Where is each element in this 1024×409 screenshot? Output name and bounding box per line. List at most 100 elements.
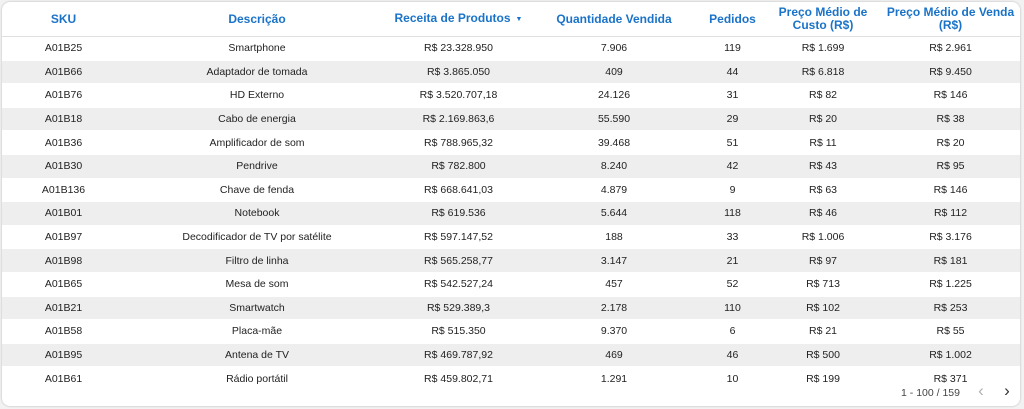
column-header-preco-venda[interactable]: Preço Médio de Venda (R$)	[881, 2, 1020, 37]
cell-descricao: Chave de fenda	[125, 178, 389, 203]
cell-sku: A01B21	[2, 296, 125, 321]
cell-quantidade: 469	[528, 343, 700, 368]
table-row[interactable]: A01B36 Amplificador de som R$ 788.965,32 39…	[2, 130, 1020, 155]
cell-pedidos: 10	[700, 366, 765, 391]
cell-pedidos: 9	[700, 178, 765, 203]
table-row[interactable]: A01B65 Mesa de som R$ 542.527,24 457 52 R$ 71…	[2, 272, 1020, 297]
cell-sku: A01B97	[2, 225, 125, 250]
cell-pedidos: 52	[700, 272, 765, 297]
column-header-pedidos[interactable]: Pedidos	[700, 2, 765, 37]
table-row[interactable]: A01B97 Decodificador de TV por satélite R$…	[2, 225, 1020, 250]
table-row[interactable]: A01B58 Placa-mãe R$ 515.350 9.370 6 R$ 21 R$ 5…	[2, 319, 1020, 344]
cell-quantidade: 9.370	[528, 319, 700, 344]
cell-descricao: Amplificador de som	[125, 130, 389, 155]
cell-receita: R$ 469.787,92	[389, 343, 528, 368]
cell-pedidos: 110	[700, 296, 765, 321]
cell-sku: A01B61	[2, 366, 125, 391]
cell-pedidos: 29	[700, 107, 765, 132]
pagination-range: 1 - 100 / 159	[901, 387, 960, 399]
column-header-descricao[interactable]: Descrição	[125, 2, 389, 37]
cell-sku: A01B25	[2, 36, 125, 61]
cell-descricao: Smartphone	[125, 36, 389, 61]
cell-receita: R$ 782.800	[389, 154, 528, 179]
cell-preco-custo: R$ 199	[765, 366, 881, 391]
cell-preco-venda: R$ 371	[881, 366, 1020, 391]
column-header-sku[interactable]: SKU	[2, 2, 125, 37]
cell-sku: A01B01	[2, 201, 125, 226]
cell-preco-custo: R$ 713	[765, 272, 881, 297]
cell-quantidade: 409	[528, 60, 700, 85]
column-header-quantidade[interactable]: Quantidade Vendida	[528, 2, 700, 37]
table-row[interactable]: A01B95 Antena de TV R$ 469.787,92 469 46 R$ 5…	[2, 343, 1020, 368]
cell-quantidade: 5.644	[528, 201, 700, 226]
cell-preco-venda: R$ 1.225	[881, 272, 1020, 297]
cell-sku: A01B98	[2, 248, 125, 273]
cell-sku: A01B30	[2, 154, 125, 179]
products-table: SKU Descrição Receita de Produtos ▼ Quant…	[2, 2, 1020, 391]
cell-receita: R$ 619.536	[389, 201, 528, 226]
table-row[interactable]: A01B18 Cabo de energia R$ 2.169.863,6 55.59…	[2, 107, 1020, 132]
chevron-right-icon[interactable]: ›	[1004, 381, 1010, 400]
cell-sku: A01B66	[2, 60, 125, 85]
cell-descricao: Placa-mãe	[125, 319, 389, 344]
cell-pedidos: 44	[700, 60, 765, 85]
cell-preco-venda: R$ 2.961	[881, 36, 1020, 61]
cell-pedidos: 118	[700, 201, 765, 226]
cell-receita: R$ 565.258,77	[389, 248, 528, 273]
cell-receita: R$ 459.802,71	[389, 366, 528, 391]
cell-preco-venda: R$ 95	[881, 154, 1020, 179]
cell-descricao: HD Externo	[125, 83, 389, 108]
cell-sku: A01B36	[2, 130, 125, 155]
cell-quantidade: 2.178	[528, 296, 700, 321]
cell-preco-venda: R$ 146	[881, 178, 1020, 203]
chevron-left-icon[interactable]: ‹	[978, 381, 984, 400]
cell-receita: R$ 23.328.950	[389, 36, 528, 61]
cell-pedidos: 119	[700, 36, 765, 61]
table-row[interactable]: A01B98 Filtro de linha R$ 565.258,77 3.147 2…	[2, 248, 1020, 273]
cell-quantidade: 457	[528, 272, 700, 297]
cell-preco-custo: R$ 1.006	[765, 225, 881, 250]
cell-preco-venda: R$ 253	[881, 296, 1020, 321]
cell-sku: A01B18	[2, 107, 125, 132]
table-body: A01B25 Smartphone R$ 23.328.950 7.906 119 R$ …	[2, 36, 1020, 391]
cell-quantidade: 4.879	[528, 178, 700, 203]
cell-pedidos: 46	[700, 343, 765, 368]
cell-preco-venda: R$ 9.450	[881, 60, 1020, 85]
cell-preco-venda: R$ 20	[881, 130, 1020, 155]
table-row[interactable]: A01B01 Notebook R$ 619.536 5.644 118 R$ 46 R$ …	[2, 201, 1020, 226]
sort-down-icon[interactable]: ▼	[515, 15, 523, 23]
cell-preco-venda: R$ 3.176	[881, 225, 1020, 250]
cell-preco-venda: R$ 55	[881, 319, 1020, 344]
cell-preco-venda: R$ 146	[881, 83, 1020, 108]
cell-pedidos: 42	[700, 154, 765, 179]
cell-descricao: Cabo de energia	[125, 107, 389, 132]
column-header-receita[interactable]: Receita de Produtos ▼	[389, 2, 528, 37]
table-row[interactable]: A01B66 Adaptador de tomada R$ 3.865.050 409…	[2, 60, 1020, 85]
cell-sku: A01B65	[2, 272, 125, 297]
cell-sku: A01B136	[2, 178, 125, 203]
cell-quantidade: 188	[528, 225, 700, 250]
cell-pedidos: 51	[700, 130, 765, 155]
table-row[interactable]: A01B30 Pendrive R$ 782.800 8.240 42 R$ 43 R$ 9…	[2, 154, 1020, 179]
cell-pedidos: 31	[700, 83, 765, 108]
cell-descricao: Mesa de som	[125, 272, 389, 297]
cell-descricao: Antena de TV	[125, 343, 389, 368]
cell-quantidade: 24.126	[528, 83, 700, 108]
cell-preco-custo: R$ 6.818	[765, 60, 881, 85]
cell-descricao: Smartwatch	[125, 296, 389, 321]
table-header-row: SKU Descrição Receita de Produtos ▼ Quant…	[2, 2, 1020, 37]
cell-sku: A01B95	[2, 343, 125, 368]
table-row[interactable]: A01B136 Chave de fenda R$ 668.641,03 4.879 9…	[2, 178, 1020, 203]
cell-preco-custo: R$ 43	[765, 154, 881, 179]
cell-preco-custo: R$ 500	[765, 343, 881, 368]
table-row[interactable]: A01B76 HD Externo R$ 3.520.707,18 24.126 31 R…	[2, 83, 1020, 108]
cell-receita: R$ 2.169.863,6	[389, 107, 528, 132]
cell-preco-venda: R$ 181	[881, 248, 1020, 273]
cell-preco-custo: R$ 11	[765, 130, 881, 155]
table-row[interactable]: A01B61 Rádio portátil R$ 459.802,71 1.291 10…	[2, 366, 1020, 391]
cell-pedidos: 6	[700, 319, 765, 344]
column-header-preco-custo[interactable]: Preço Médio de Custo (R$)	[765, 2, 881, 37]
table-row[interactable]: A01B21 Smartwatch R$ 529.389,3 2.178 110 R$ 1…	[2, 296, 1020, 321]
table-row[interactable]: A01B25 Smartphone R$ 23.328.950 7.906 119 R$ …	[2, 36, 1020, 61]
